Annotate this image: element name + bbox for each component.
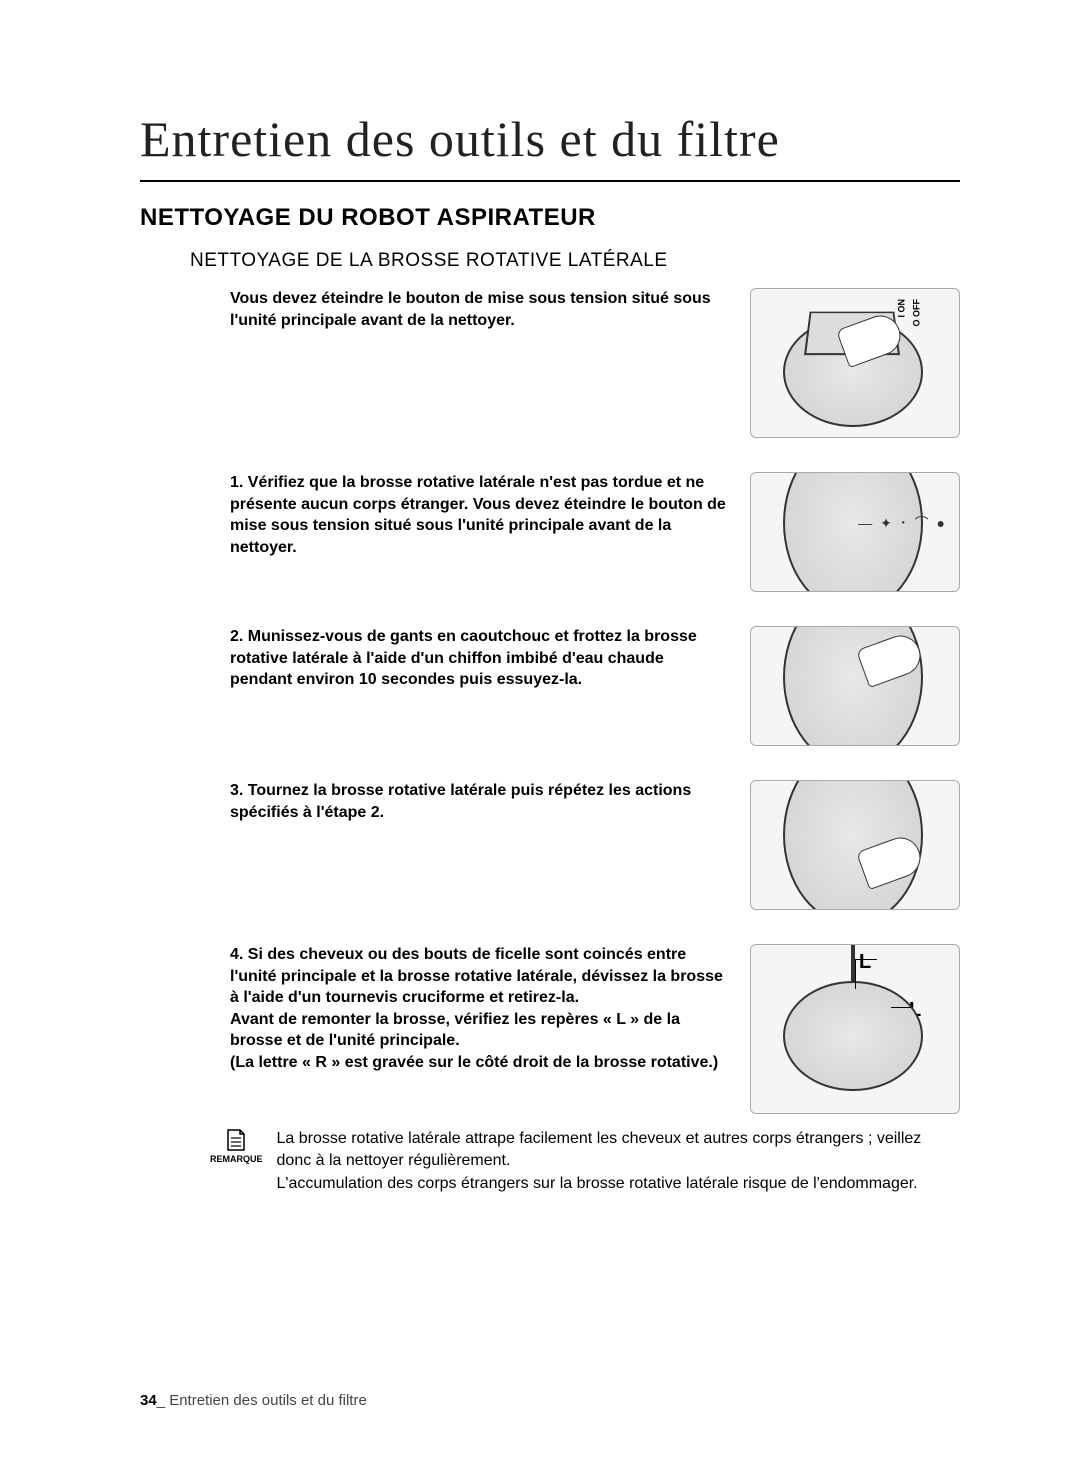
illustration-step-3 (750, 780, 960, 910)
subsection-heading: NETTOYAGE DE LA BROSSE ROTATIVE LATÉRALE (190, 250, 960, 272)
step-1-text: Vérifiez que la brosse rotative latérale… (230, 472, 726, 558)
brush-debris-icon: — ✦ ･ ⌒ ● (858, 513, 947, 533)
note-label: REMARQUE (210, 1154, 263, 1164)
page-title: Entretien des outils et du filtre (140, 110, 960, 182)
note-block: REMARQUE La brosse rotative latérale att… (210, 1128, 960, 1195)
footer-text: _ Entretien des outils et du filtre (157, 1392, 367, 1409)
illustration-step-1: — ✦ ･ ⌒ ● (750, 472, 960, 592)
l-marker-top: L (859, 951, 871, 974)
illustration-step-2 (750, 626, 960, 746)
note-text: La brosse rotative latérale attrape faci… (277, 1128, 960, 1195)
power-on-label: I ON (897, 299, 907, 318)
note-icon (225, 1128, 247, 1152)
footer-page-number: 34 (140, 1392, 157, 1409)
step-3-block: Tournez la brosse rotative latérale puis… (230, 780, 960, 910)
warning-text: Vous devez éteindre le bouton de mise so… (230, 288, 726, 331)
illustration-step-4: L L (750, 944, 960, 1114)
step-2-block: Munissez-vous de gants en caoutchouc et … (230, 626, 960, 746)
step-3-text: Tournez la brosse rotative latérale puis… (230, 780, 726, 823)
step-2-text: Munissez-vous de gants en caoutchouc et … (230, 626, 726, 691)
illustration-power-off: I ON O OFF (750, 288, 960, 438)
warning-block: Vous devez éteindre le bouton de mise so… (230, 288, 960, 438)
section-heading: NETTOYAGE DU ROBOT ASPIRATEUR (140, 204, 960, 232)
step-4-text: Si des cheveux ou des bouts de ficelle s… (230, 944, 726, 1074)
page-footer: 34_ Entretien des outils et du filtre (140, 1392, 367, 1409)
step-1-block: Vérifiez que la brosse rotative latérale… (230, 472, 960, 592)
step-4-block: Si des cheveux ou des bouts de ficelle s… (230, 944, 960, 1114)
note-icon-column: REMARQUE (210, 1128, 263, 1164)
power-off-label: O OFF (911, 299, 921, 327)
